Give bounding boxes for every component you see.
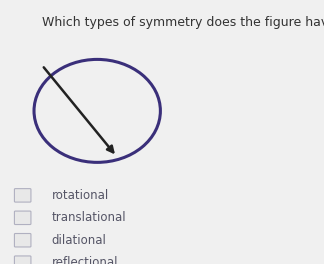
FancyBboxPatch shape — [14, 234, 31, 247]
FancyBboxPatch shape — [14, 211, 31, 224]
Text: dilational: dilational — [52, 234, 107, 247]
FancyBboxPatch shape — [14, 188, 31, 202]
Text: Which types of symmetry does the figure have?: Which types of symmetry does the figure … — [42, 16, 324, 29]
Text: rotational: rotational — [52, 189, 109, 202]
Text: translational: translational — [52, 211, 126, 224]
FancyBboxPatch shape — [14, 256, 31, 264]
Text: reflectional: reflectional — [52, 256, 118, 264]
